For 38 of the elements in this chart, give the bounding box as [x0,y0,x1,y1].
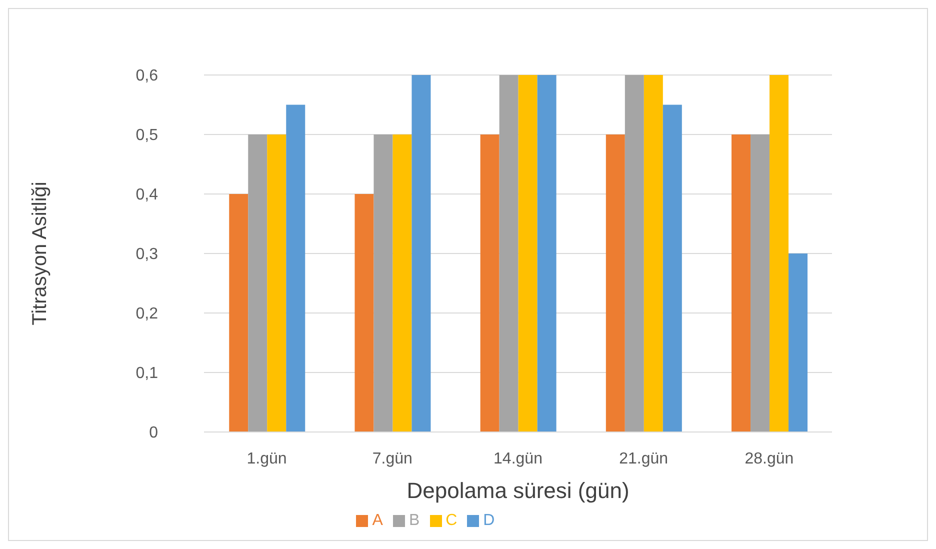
bar [248,134,268,432]
legend-label: D [483,512,495,529]
x-tick-label: 21.gün [619,450,668,468]
bar [499,75,518,432]
y-tick-label: 0,3 [136,246,158,264]
legend-label: C [446,512,458,529]
bar [537,75,556,432]
y-tick-label: 0,6 [136,68,158,85]
bar [624,75,644,432]
x-tick-label: 7.gün [372,450,412,468]
y-axis-title: Titrasyon Asitliği [29,182,52,326]
y-tick-label: 0,5 [136,127,158,144]
bar [480,134,500,432]
bar [392,134,412,432]
y-tick-label: 0,2 [136,306,158,323]
x-tick-label: 28.gün [744,450,794,468]
bar [770,75,789,432]
y-tick-label: 0,4 [136,186,158,204]
x-axis-title: Depolama süresi (gün) [406,478,630,503]
bar [662,104,682,432]
bar [267,134,286,432]
bar [229,194,248,432]
bar [788,254,808,432]
y-tick-label: 0 [149,424,158,442]
bar [606,134,625,432]
x-tick-label: 14.gün [494,450,542,468]
y-tick-label: 0,1 [136,365,158,382]
bar [286,104,306,432]
bar [732,134,751,432]
x-tick-label: 1.gün [246,450,287,468]
bar [644,75,663,432]
bar [354,194,374,432]
bar [374,134,393,432]
bar [518,75,538,432]
bar [412,75,431,432]
legend-label: A [372,512,383,529]
bar [750,134,770,432]
legend-label: B [408,512,420,529]
